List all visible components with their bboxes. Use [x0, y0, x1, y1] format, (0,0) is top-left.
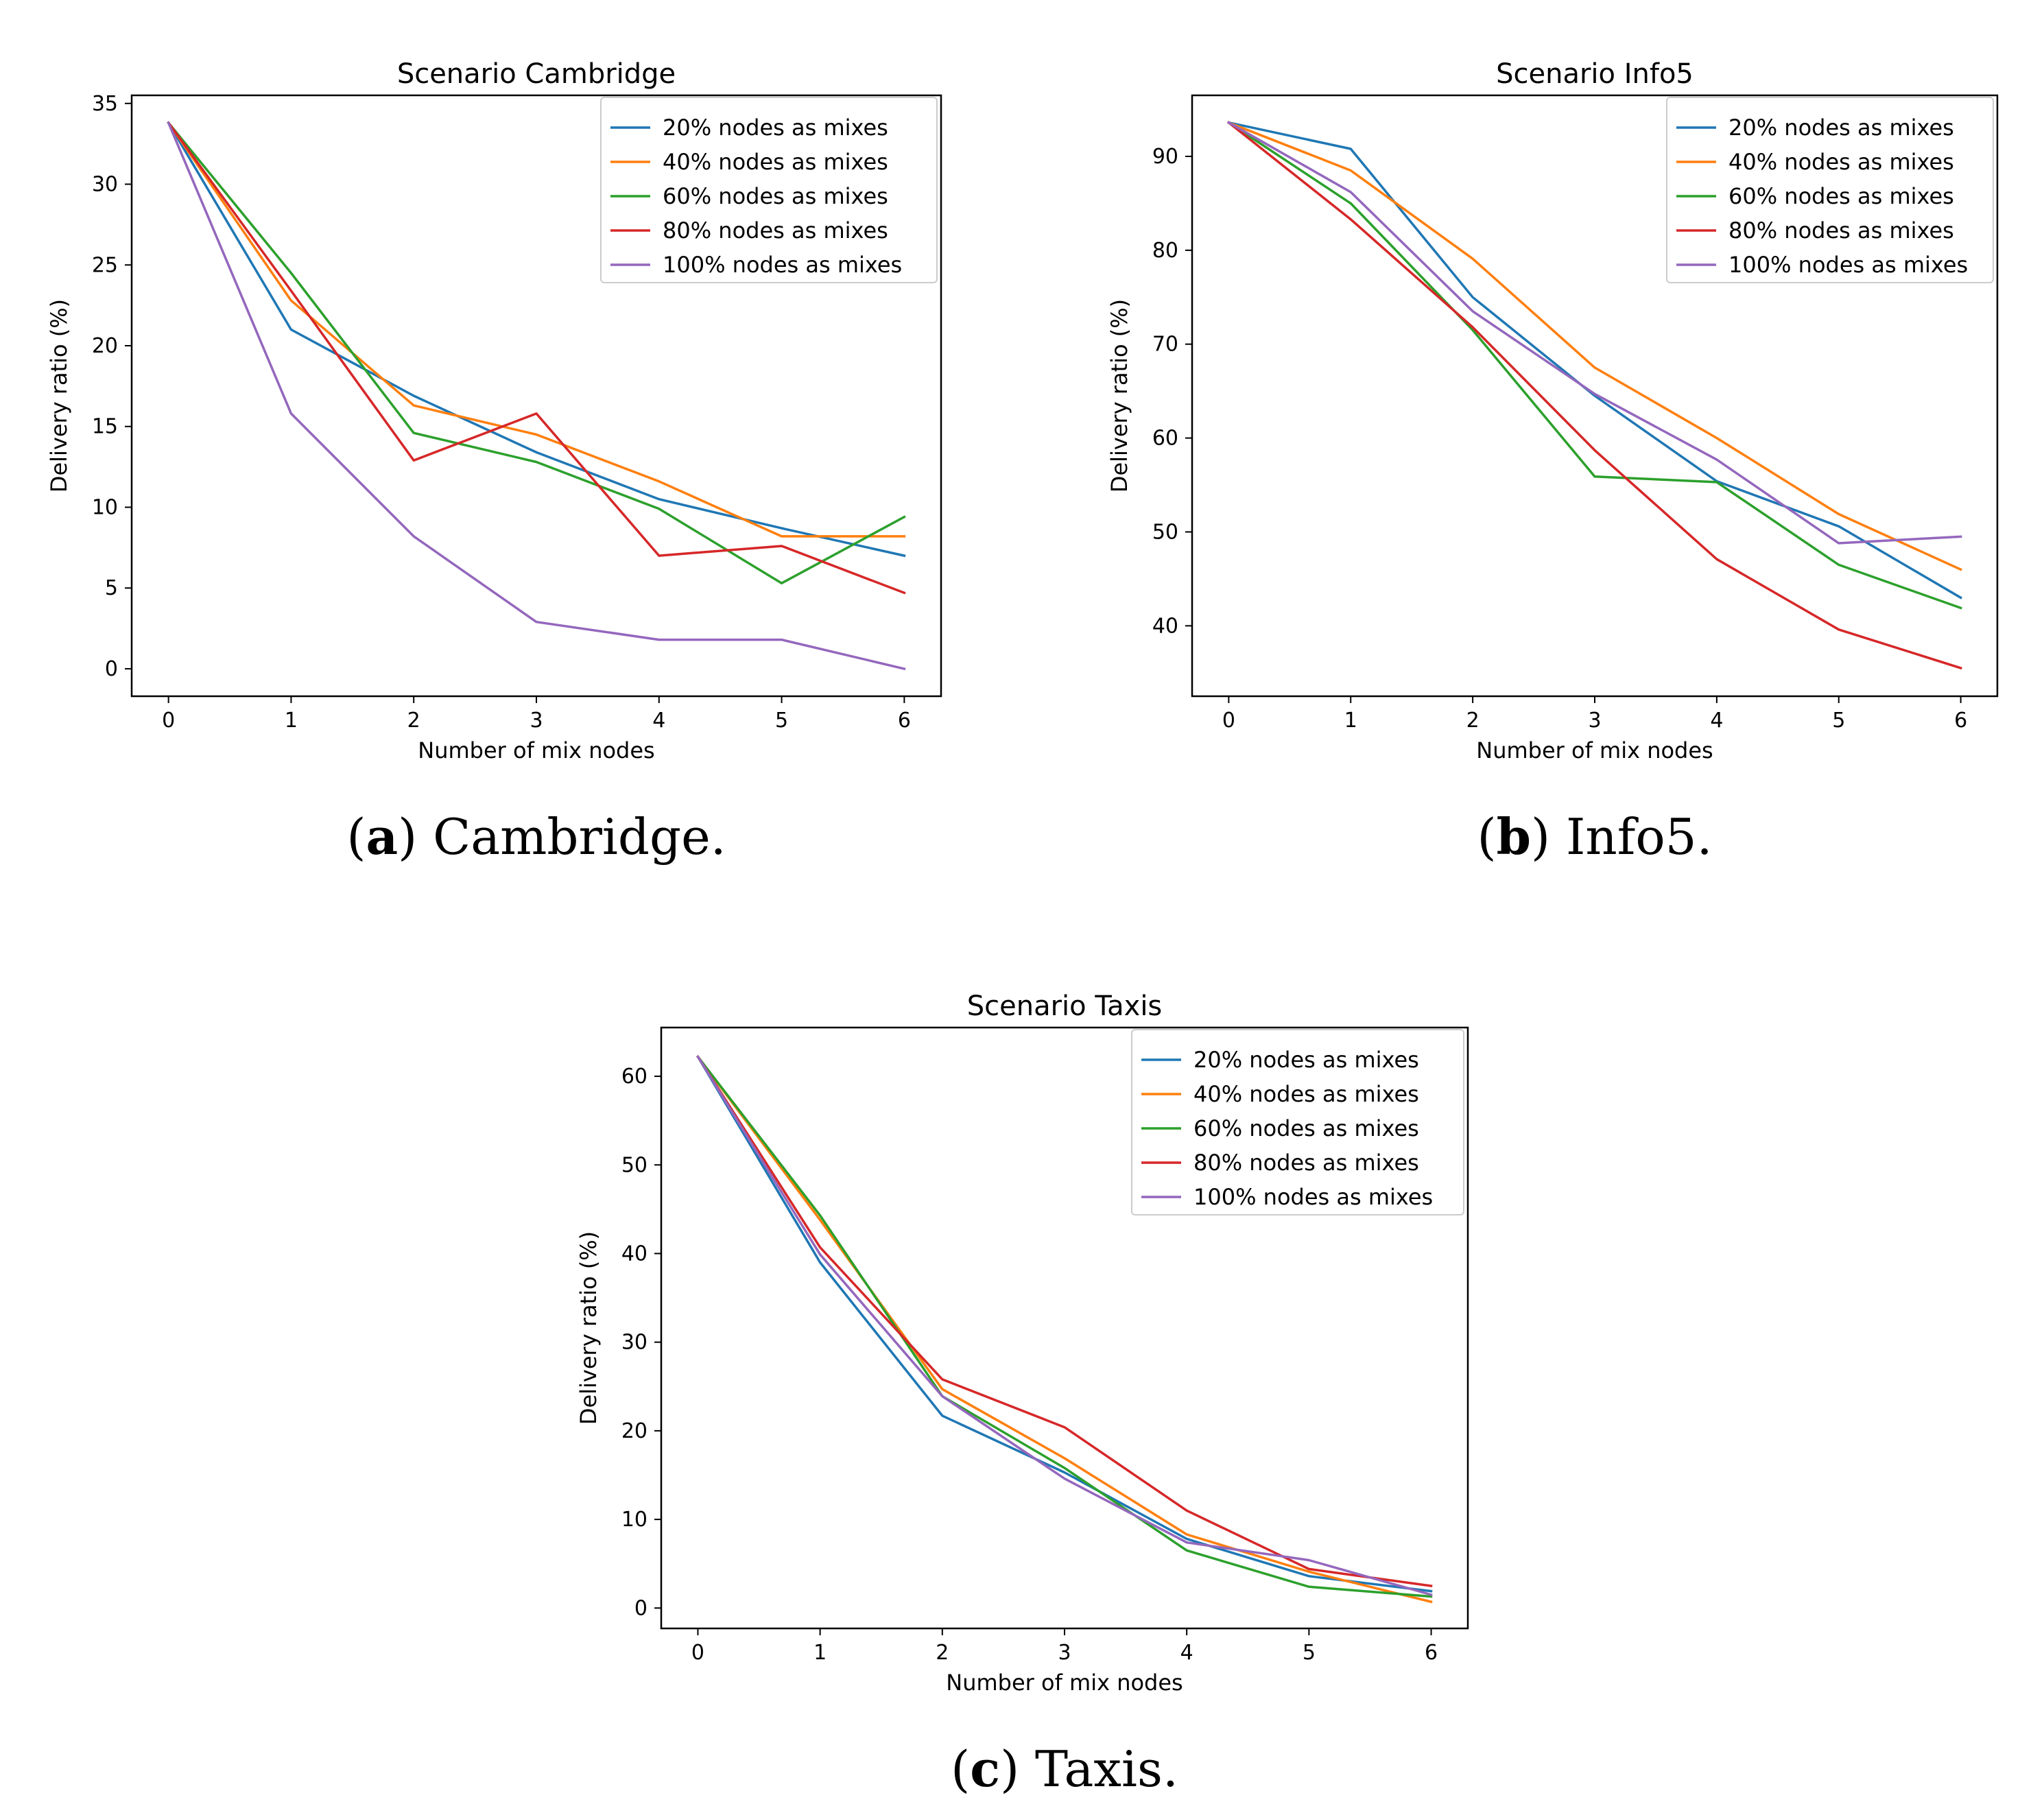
y-tick-label: 40: [1152, 614, 1178, 638]
y-tick-label: 30: [92, 173, 118, 197]
x-tick-label: 6: [898, 709, 911, 733]
x-tick-label: 4: [1710, 709, 1723, 733]
legend-label: 100% nodes as mixes: [1728, 252, 1968, 278]
x-tick-label: 1: [285, 709, 298, 733]
chart-panel-2: Scenario Info5 0 1 2 3 4 5 6 40 50 60 70 80 90 Number …: [1106, 58, 1999, 866]
y-tick-label: 40: [621, 1242, 647, 1266]
x-tick-label: 0: [1222, 709, 1235, 733]
x-tick-label: 0: [691, 1641, 704, 1665]
legend-label: 80% nodes as mixes: [1728, 217, 1954, 244]
plot-frame: [1191, 94, 1999, 698]
legend-label: 20% nodes as mixes: [1728, 115, 1954, 141]
x-tick-label: 3: [530, 709, 543, 733]
x-tick-label: 2: [1466, 709, 1479, 733]
y-axis-label: Delivery ratio (%): [575, 1231, 602, 1425]
legend-label: 80% nodes as mixes: [663, 217, 888, 244]
y-tick-label: 20: [621, 1419, 647, 1443]
chart-title: Scenario Info5: [1496, 58, 1694, 90]
figure-caption: (a) Cambridge.: [346, 807, 726, 866]
series-line-3: [696, 1055, 1433, 1598]
x-tick-label: 6: [1954, 709, 1967, 733]
x-tick-label: 5: [775, 709, 788, 733]
x-tick-label: 0: [162, 709, 175, 733]
y-tick-label: 90: [1152, 145, 1178, 169]
series-line-3: [167, 121, 906, 584]
x-tick-label: 3: [1588, 709, 1601, 733]
legend-label: 40% nodes as mixes: [663, 149, 888, 175]
x-axis-label: Number of mix nodes: [946, 1670, 1183, 1696]
series-line-4: [696, 1055, 1433, 1587]
legend-label: 80% nodes as mixes: [1193, 1150, 1419, 1176]
legend: 20% nodes as mixes 40% nodes as mixes 60% …: [1666, 97, 1994, 283]
series-line-2: [167, 121, 906, 538]
y-tick-label: 60: [1152, 427, 1178, 451]
legend-label: 60% nodes as mixes: [1193, 1115, 1419, 1141]
y-tick-label: 15: [92, 415, 118, 439]
legend-label: 20% nodes as mixes: [1193, 1047, 1419, 1073]
series-line-5: [167, 121, 906, 671]
y-axis-label: Delivery ratio (%): [1106, 299, 1132, 493]
y-tick-label: 10: [92, 495, 118, 519]
y-axis-label: Delivery ratio (%): [46, 299, 72, 493]
x-tick-label: 5: [1303, 1641, 1316, 1665]
legend-label: 60% nodes as mixes: [663, 183, 888, 209]
legend-label: 100% nodes as mixes: [1193, 1184, 1433, 1210]
x-tick-label: 4: [652, 709, 665, 733]
plot-frame: [130, 94, 942, 698]
chart-panel-1: Scenario Cambridge 0 1 2 3 4 5 6 0 5 10 15 20 25 30 35 N…: [46, 58, 942, 866]
plot-frame: [660, 1026, 1469, 1630]
y-tick-label: 25: [92, 253, 118, 277]
x-tick-label: 4: [1180, 1641, 1193, 1665]
x-axis-label: Number of mix nodes: [1476, 737, 1713, 763]
series-line-2: [1227, 121, 1962, 571]
x-tick-label: 5: [1832, 709, 1845, 733]
chart-title: Scenario Cambridge: [397, 58, 676, 90]
y-tick-label: 0: [105, 657, 118, 681]
y-tick-label: 0: [634, 1596, 647, 1620]
series-line-5: [1227, 121, 1962, 545]
legend-label: 60% nodes as mixes: [1728, 183, 1954, 209]
legend-box: [1131, 1029, 1464, 1215]
legend-label: 40% nodes as mixes: [1193, 1081, 1419, 1107]
x-axis-label: Number of mix nodes: [418, 737, 654, 763]
series-line-1: [696, 1055, 1433, 1593]
y-tick-label: 5: [105, 576, 118, 600]
legend: 20% nodes as mixes 40% nodes as mixes 60% …: [1131, 1029, 1464, 1215]
y-tick-label: 70: [1152, 333, 1178, 357]
y-tick-label: 80: [1152, 239, 1178, 263]
chart-title: Scenario Taxis: [967, 990, 1163, 1022]
series-line-5: [696, 1055, 1433, 1597]
y-tick-label: 60: [621, 1065, 647, 1089]
y-tick-label: 10: [621, 1508, 647, 1532]
y-tick-label: 50: [1152, 520, 1178, 544]
series-line-4: [167, 121, 906, 595]
series-line-2: [696, 1055, 1433, 1604]
figure-caption: (c) Taxis.: [951, 1740, 1178, 1798]
legend-box: [600, 97, 938, 283]
series-line-3: [1226, 121, 1962, 610]
y-tick-label: 35: [92, 92, 118, 116]
series-line-1: [167, 121, 906, 558]
x-tick-label: 2: [407, 709, 420, 733]
legend: 20% nodes as mixes 40% nodes as mixes 60% …: [600, 97, 938, 283]
y-tick-label: 20: [92, 334, 118, 358]
x-tick-label: 3: [1058, 1641, 1071, 1665]
legend-label: 20% nodes as mixes: [663, 115, 888, 141]
legend-label: 40% nodes as mixes: [1728, 149, 1954, 175]
y-tick-label: 50: [621, 1153, 647, 1177]
x-tick-label: 2: [936, 1641, 949, 1665]
figure-caption: (b) Info5.: [1477, 807, 1713, 866]
legend-label: 100% nodes as mixes: [663, 252, 902, 278]
series-line-4: [1226, 121, 1962, 670]
series-line-1: [1227, 121, 1962, 600]
x-tick-label: 1: [813, 1641, 827, 1665]
x-tick-label: 1: [1344, 709, 1357, 733]
y-tick-label: 30: [621, 1331, 647, 1355]
legend-box: [1666, 97, 1994, 283]
x-tick-label: 6: [1425, 1641, 1438, 1665]
